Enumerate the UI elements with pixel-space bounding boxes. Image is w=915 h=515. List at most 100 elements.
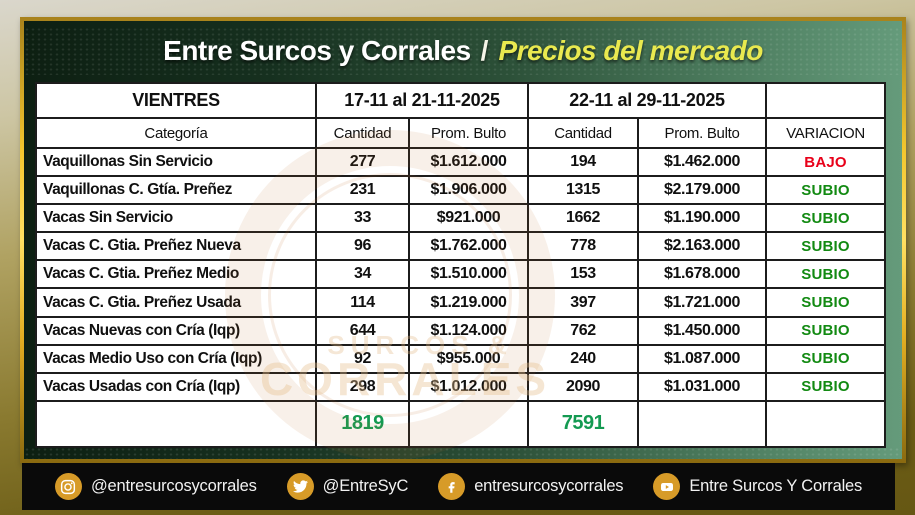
cell-variacion: SUBIO xyxy=(765,287,887,318)
market-prices-table: VIENTRES 17-11 al 21-11-2025 22-11 al 29… xyxy=(35,81,887,449)
title-banner: Entre Surcos y Corrales / Precios del me… xyxy=(24,21,902,81)
group-label: VIENTRES xyxy=(35,81,317,120)
col-header-categoria: Categoría xyxy=(35,117,317,150)
cell-cantidad-1: 34 xyxy=(315,259,410,290)
social-item-facebook: entresurcosycorrales xyxy=(438,473,624,500)
cell-prom-bulto-1: $1.012.000 xyxy=(407,371,530,402)
group-header-empty-cell xyxy=(765,81,887,120)
col-header-cantidad-2: Cantidad xyxy=(527,117,640,150)
cell-cantidad-2: 153 xyxy=(527,259,640,290)
page-subtitle: Precios del mercado xyxy=(498,35,763,66)
cell-prom-bulto-1: $1.762.000 xyxy=(407,231,530,262)
table-row: Vacas C. Gtia. Preñez Medio 34 $1.510.00… xyxy=(35,259,887,290)
youtube-icon xyxy=(653,473,681,500)
cell-cantidad-1: 231 xyxy=(315,175,410,206)
cell-cantidad-1: 298 xyxy=(315,371,410,402)
twitter-handle: @EntreSyC xyxy=(322,477,409,495)
cell-prom-bulto-1: $1.612.000 xyxy=(407,147,530,178)
cell-cantidad-1: 92 xyxy=(315,343,410,374)
cell-categoria: Vacas Usadas con Cría (Iqp) xyxy=(35,371,317,402)
table-row: Vacas C. Gtia. Preñez Usada 114 $1.219.0… xyxy=(35,287,887,318)
period-1-header: 17-11 al 21-11-2025 xyxy=(314,81,530,120)
cell-variacion: SUBIO xyxy=(765,343,887,374)
cell-cantidad-1: 114 xyxy=(315,287,410,318)
total-cantidad-2: 7591 xyxy=(527,399,640,449)
total-cantidad-1: 1819 xyxy=(315,399,410,449)
cell-variacion: SUBIO xyxy=(765,231,887,262)
instagram-icon xyxy=(54,473,82,500)
cell-prom-bulto-1: $1.124.000 xyxy=(407,315,530,346)
table-column-header-row: Categoría Cantidad Prom. Bulto Cantidad … xyxy=(35,117,887,150)
cell-prom-bulto-2: $1.721.000 xyxy=(637,287,768,318)
table-group-header-row: VIENTRES 17-11 al 21-11-2025 22-11 al 29… xyxy=(35,81,887,120)
cell-variacion: SUBIO xyxy=(765,315,887,346)
table-row: Vacas C. Gtia. Preñez Nueva 96 $1.762.00… xyxy=(35,231,887,262)
cell-cantidad-2: 1315 xyxy=(527,175,640,206)
cell-cantidad-1: 96 xyxy=(315,231,410,262)
cell-prom-bulto-2: $1.087.000 xyxy=(637,343,768,374)
cell-cantidad-2: 397 xyxy=(527,287,640,318)
facebook-handle: entresurcosycorrales xyxy=(474,477,624,495)
cell-cantidad-2: 778 xyxy=(527,231,640,262)
period-2-header: 22-11 al 29-11-2025 xyxy=(527,81,768,120)
cell-prom-bulto-2: $2.163.000 xyxy=(637,231,768,262)
gold-framed-card: Entre Surcos y Corrales / Precios del me… xyxy=(20,17,906,463)
cell-categoria: Vaquillonas C. Gtía. Preñez xyxy=(35,175,317,206)
cell-variacion: SUBIO xyxy=(765,371,887,402)
table-totals-row: 1819 7591 xyxy=(35,399,887,449)
cell-cantidad-2: 2090 xyxy=(527,371,640,402)
cell-categoria: Vacas C. Gtia. Preñez Nueva xyxy=(35,231,317,262)
cell-variacion: SUBIO xyxy=(765,259,887,290)
cell-categoria: Vacas C. Gtia. Preñez Usada xyxy=(35,287,317,318)
cell-cantidad-1: 33 xyxy=(315,203,410,234)
green-card-background: Entre Surcos y Corrales / Precios del me… xyxy=(24,21,902,459)
cell-cantidad-1: 644 xyxy=(315,315,410,346)
cell-categoria: Vacas Sin Servicio xyxy=(35,203,317,234)
cell-cantidad-2: 194 xyxy=(527,147,640,178)
cell-categoria: Vacas Medio Uso con Cría (Iqp) xyxy=(35,343,317,374)
cell-cantidad-2: 1662 xyxy=(527,203,640,234)
col-header-cantidad-1: Cantidad xyxy=(315,117,410,150)
cell-prom-bulto-1: $1.510.000 xyxy=(407,259,530,290)
table-row: Vacas Medio Uso con Cría (Iqp) 92 $955.0… xyxy=(35,343,887,374)
totals-empty-categoria xyxy=(35,399,317,449)
instagram-handle: @entresurcosycorrales xyxy=(90,477,257,495)
totals-empty-prom-2 xyxy=(637,399,768,449)
cell-categoria: Vacas Nuevas con Cría (Iqp) xyxy=(35,315,317,346)
cell-cantidad-2: 240 xyxy=(527,343,640,374)
table-row: Vaquillonas C. Gtía. Preñez 231 $1.906.0… xyxy=(35,175,887,206)
cell-variacion: SUBIO xyxy=(765,175,887,206)
col-header-prom-bulto-2: Prom. Bulto xyxy=(637,117,768,150)
cell-prom-bulto-1: $1.906.000 xyxy=(407,175,530,206)
cell-cantidad-1: 277 xyxy=(315,147,410,178)
table-row: Vacas Nuevas con Cría (Iqp) 644 $1.124.0… xyxy=(35,315,887,346)
totals-empty-variacion xyxy=(765,399,887,449)
table-row: Vaquillonas Sin Servicio 277 $1.612.000 … xyxy=(35,147,887,178)
cell-prom-bulto-2: $1.190.000 xyxy=(637,203,768,234)
social-footer-bar: @entresurcosycorrales @EntreSyC entresur… xyxy=(22,463,895,510)
cell-cantidad-2: 762 xyxy=(527,315,640,346)
table-row: Vacas Sin Servicio 33 $921.000 1662 $1.1… xyxy=(35,203,887,234)
cell-variacion: BAJO xyxy=(765,147,887,178)
title-separator: / xyxy=(480,35,489,66)
cell-variacion: SUBIO xyxy=(765,203,887,234)
twitter-icon xyxy=(286,473,314,500)
cell-prom-bulto-2: $1.450.000 xyxy=(637,315,768,346)
cell-prom-bulto-2: $1.678.000 xyxy=(637,259,768,290)
halftone-bottom-strip xyxy=(24,447,902,459)
table-row: Vacas Usadas con Cría (Iqp) 298 $1.012.0… xyxy=(35,371,887,402)
col-header-variacion: VARIACION xyxy=(765,117,887,150)
facebook-icon xyxy=(438,473,466,500)
cell-prom-bulto-2: $1.031.000 xyxy=(637,371,768,402)
cell-prom-bulto-1: $955.000 xyxy=(407,343,530,374)
youtube-channel: Entre Surcos Y Corrales xyxy=(689,477,863,495)
cell-prom-bulto-2: $1.462.000 xyxy=(637,147,768,178)
totals-empty-prom-1 xyxy=(407,399,530,449)
social-item-youtube: Entre Surcos Y Corrales xyxy=(653,473,862,500)
page-title: Entre Surcos y Corrales xyxy=(163,35,471,66)
cell-categoria: Vaquillonas Sin Servicio xyxy=(35,147,317,178)
social-item-twitter: @EntreSyC xyxy=(286,473,409,500)
cell-categoria: Vacas C. Gtia. Preñez Medio xyxy=(35,259,317,290)
cell-prom-bulto-2: $2.179.000 xyxy=(637,175,768,206)
social-item-instagram: @entresurcosycorrales xyxy=(54,473,257,500)
